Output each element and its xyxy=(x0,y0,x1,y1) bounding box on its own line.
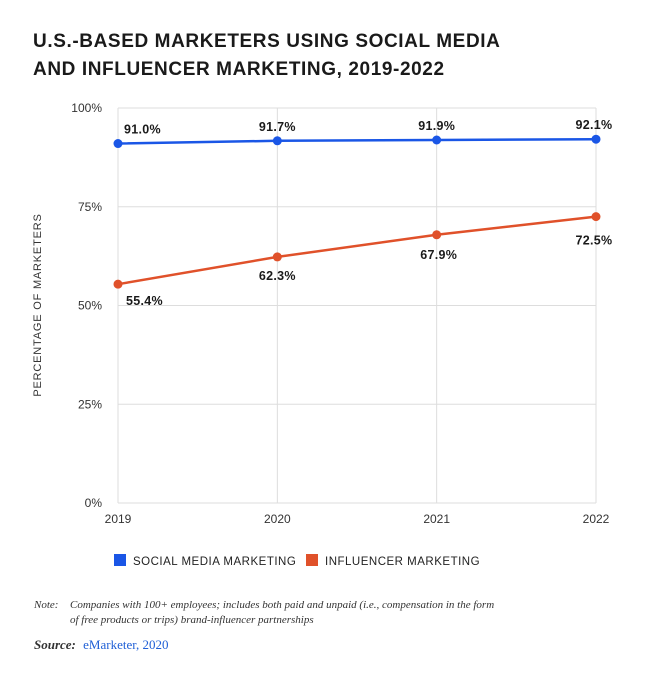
x-axis-ticks: 2019 2020 2021 2022 xyxy=(105,512,610,526)
data-point-social-media-marketing xyxy=(591,134,601,144)
data-label-social-media-marketing: 92.1% xyxy=(576,118,613,132)
legend-label-social-media-marketing: SOCIAL MEDIA MARKETING xyxy=(133,556,296,568)
data-label-social-media-marketing: 91.7% xyxy=(259,120,296,134)
source-value[interactable]: eMarketer, 2020 xyxy=(83,637,169,652)
data-label-social-media-marketing: 91.9% xyxy=(418,119,455,133)
data-label-social-media-marketing: 91.0% xyxy=(124,123,161,137)
data-point-influencer-marketing xyxy=(591,212,601,222)
data-label-influencer-marketing: 72.5% xyxy=(576,234,613,248)
data-label-influencer-marketing: 55.4% xyxy=(126,294,163,308)
y-tick-label: 50% xyxy=(78,299,102,313)
x-tick-label: 2021 xyxy=(423,512,450,526)
y-axis-ticks: 0% 25% 50% 75% 100% xyxy=(71,101,102,510)
note-label: Note: xyxy=(34,599,59,611)
y-axis-label: PERCENTAGE OF MARKETERS xyxy=(32,213,44,396)
legend: SOCIAL MEDIA MARKETING INFLUENCER MARKETI… xyxy=(114,554,480,568)
source-line: Source: eMarketer, 2020 xyxy=(34,637,169,653)
chart-title-line-2: AND INFLUENCER MARKETING, 2019-2022 xyxy=(33,59,445,80)
chart-title-line-1: U.S.-BASED MARKETERS USING SOCIAL MEDIA xyxy=(33,31,500,52)
data-point-influencer-marketing xyxy=(432,230,442,240)
line-social-media-marketing xyxy=(117,137,597,145)
x-tick-label: 2022 xyxy=(583,512,610,526)
data-point-influencer-marketing xyxy=(113,279,123,289)
x-tick-label: 2019 xyxy=(105,512,132,526)
note-text: Companies with 100+ employees; includes … xyxy=(70,599,495,626)
data-label-influencer-marketing: 67.9% xyxy=(420,248,457,262)
data-label-influencer-marketing: 62.3% xyxy=(259,269,296,283)
y-tick-label: 75% xyxy=(78,200,102,214)
line-influencer-marketing xyxy=(117,215,597,286)
series-layer: 91.0% 91.7% 91.9% 92.1% 55.4% 62.3% 67.9% 72.5% xyxy=(113,118,613,308)
gridlines xyxy=(117,107,597,504)
legend-swatch-social-media-marketing xyxy=(114,554,126,566)
data-point-social-media-marketing xyxy=(432,135,442,145)
x-tick-label: 2020 xyxy=(264,512,291,526)
y-tick-label: 100% xyxy=(71,101,102,115)
data-point-social-media-marketing xyxy=(272,136,282,146)
y-tick-label: 0% xyxy=(85,496,103,510)
data-point-influencer-marketing xyxy=(272,252,282,262)
legend-label-influencer-marketing: INFLUENCER MARKETING xyxy=(325,556,480,568)
data-point-social-media-marketing xyxy=(113,139,123,149)
source-label: Source: xyxy=(34,637,76,652)
legend-swatch-influencer-marketing xyxy=(306,554,318,566)
y-tick-label: 25% xyxy=(78,397,102,411)
